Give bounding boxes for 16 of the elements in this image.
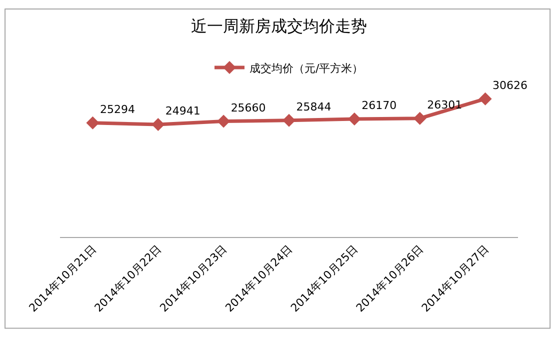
chart-title: 近一周新房成交均价走势: [191, 16, 367, 36]
point: [86, 116, 100, 130]
point: [217, 114, 230, 128]
data-label: 25844: [296, 100, 332, 114]
point: [413, 112, 426, 125]
point: [152, 118, 165, 131]
legend-label: 成交均价（元/平方米）: [250, 62, 364, 75]
point: [478, 92, 492, 106]
point: [348, 112, 361, 126]
data-label: 30626: [492, 78, 528, 92]
data-label: 26170: [362, 98, 397, 112]
data-label: 26301: [427, 98, 462, 112]
data-label: 25294: [100, 102, 135, 116]
data-label: 24941: [165, 104, 200, 118]
data-label: 25660: [230, 101, 266, 114]
point: [282, 114, 296, 127]
